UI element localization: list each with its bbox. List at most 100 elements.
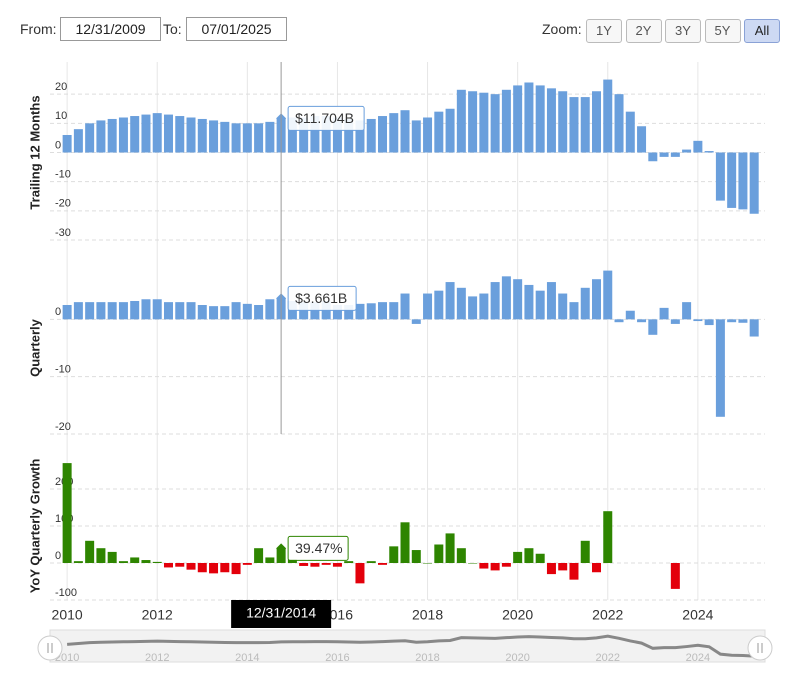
bar — [332, 117, 342, 153]
bar — [276, 548, 286, 563]
bar — [434, 111, 444, 153]
y-tick-label: 0 — [55, 139, 61, 151]
bar — [141, 114, 151, 153]
bar — [141, 299, 151, 320]
bar — [682, 149, 692, 153]
bar — [535, 85, 545, 153]
bar — [254, 548, 264, 563]
bar — [479, 92, 489, 153]
bar — [344, 118, 354, 153]
bar — [355, 120, 365, 153]
bar — [490, 282, 500, 320]
bar — [670, 319, 680, 324]
bar — [738, 319, 748, 323]
navigator-handle[interactable] — [747, 635, 773, 661]
bar — [637, 319, 647, 323]
y-tick-label: -30 — [55, 227, 71, 239]
y-tick-label: -10 — [55, 364, 71, 376]
bar — [130, 116, 140, 153]
bar — [569, 97, 579, 153]
tooltip-box — [287, 535, 349, 561]
bar — [524, 82, 534, 153]
navigator-tick-label: 2016 — [325, 652, 349, 664]
bar — [344, 305, 354, 320]
bar — [490, 563, 500, 571]
bar — [209, 120, 219, 153]
crosshair-box — [231, 600, 332, 628]
bar — [254, 123, 264, 153]
bar — [456, 287, 466, 320]
bar — [321, 563, 331, 565]
zoom-button[interactable]: 5Y — [704, 19, 741, 43]
zoom-button[interactable]: 2Y — [625, 19, 662, 43]
bar — [513, 279, 523, 320]
bar — [152, 113, 162, 153]
bar — [163, 563, 173, 568]
bar — [389, 302, 399, 320]
bar — [524, 284, 534, 320]
bar — [96, 120, 106, 153]
bar — [355, 303, 365, 320]
bar — [535, 290, 545, 320]
y-tick-label: -20 — [55, 421, 71, 433]
bar — [524, 548, 534, 563]
bar — [118, 117, 128, 153]
bar — [468, 563, 478, 564]
bar — [715, 319, 725, 417]
x-tick-label: 2020 — [502, 607, 533, 623]
bar — [400, 110, 410, 153]
bar — [513, 551, 523, 563]
to-input[interactable]: 07/01/2025 — [186, 17, 287, 41]
bar — [344, 561, 354, 563]
bar — [85, 302, 95, 320]
bar — [265, 121, 275, 153]
bar — [625, 310, 635, 320]
bar — [220, 306, 230, 320]
bar — [580, 540, 590, 563]
from-input[interactable]: 12/31/2009 — [60, 17, 161, 41]
x-tick-label: 2010 — [52, 607, 83, 623]
bar — [96, 548, 106, 563]
bar — [209, 563, 219, 574]
navigator-tick-label: 2012 — [145, 652, 169, 664]
y-tick-label: 0 — [55, 306, 61, 318]
bar — [332, 305, 342, 320]
bar — [468, 91, 478, 153]
bar — [220, 121, 230, 153]
bar — [62, 135, 72, 153]
bar — [546, 282, 556, 320]
bar — [141, 560, 151, 563]
bar — [479, 563, 489, 569]
bar — [73, 561, 83, 563]
y-tick-label: 0 — [55, 550, 61, 562]
bar — [332, 563, 342, 567]
navigator-tick-label: 2018 — [415, 652, 439, 664]
zoom-button[interactable]: All — [744, 19, 780, 43]
bar — [265, 557, 275, 563]
zoom-button[interactable]: 3Y — [665, 19, 701, 43]
bar — [423, 117, 433, 153]
bar — [670, 563, 680, 589]
bar — [659, 307, 669, 320]
bar — [558, 563, 568, 571]
navigator-tick-label: 2014 — [235, 652, 259, 664]
bar — [321, 116, 331, 153]
bar — [637, 126, 647, 153]
bar — [682, 302, 692, 320]
tooltip-label: $3.661B — [295, 290, 347, 306]
zoom-button[interactable]: 1Y — [586, 19, 622, 43]
bar — [591, 91, 601, 153]
bar — [659, 152, 669, 157]
bar — [197, 305, 207, 320]
bar — [231, 563, 241, 575]
bar — [254, 305, 264, 320]
bar — [411, 319, 421, 324]
bar — [220, 563, 230, 573]
navigator-handle[interactable] — [37, 635, 63, 661]
bar — [163, 302, 173, 320]
bar — [366, 118, 376, 153]
bar — [231, 123, 241, 153]
x-tick-label: 2022 — [592, 607, 623, 623]
bar — [445, 108, 455, 153]
bar — [366, 303, 376, 320]
